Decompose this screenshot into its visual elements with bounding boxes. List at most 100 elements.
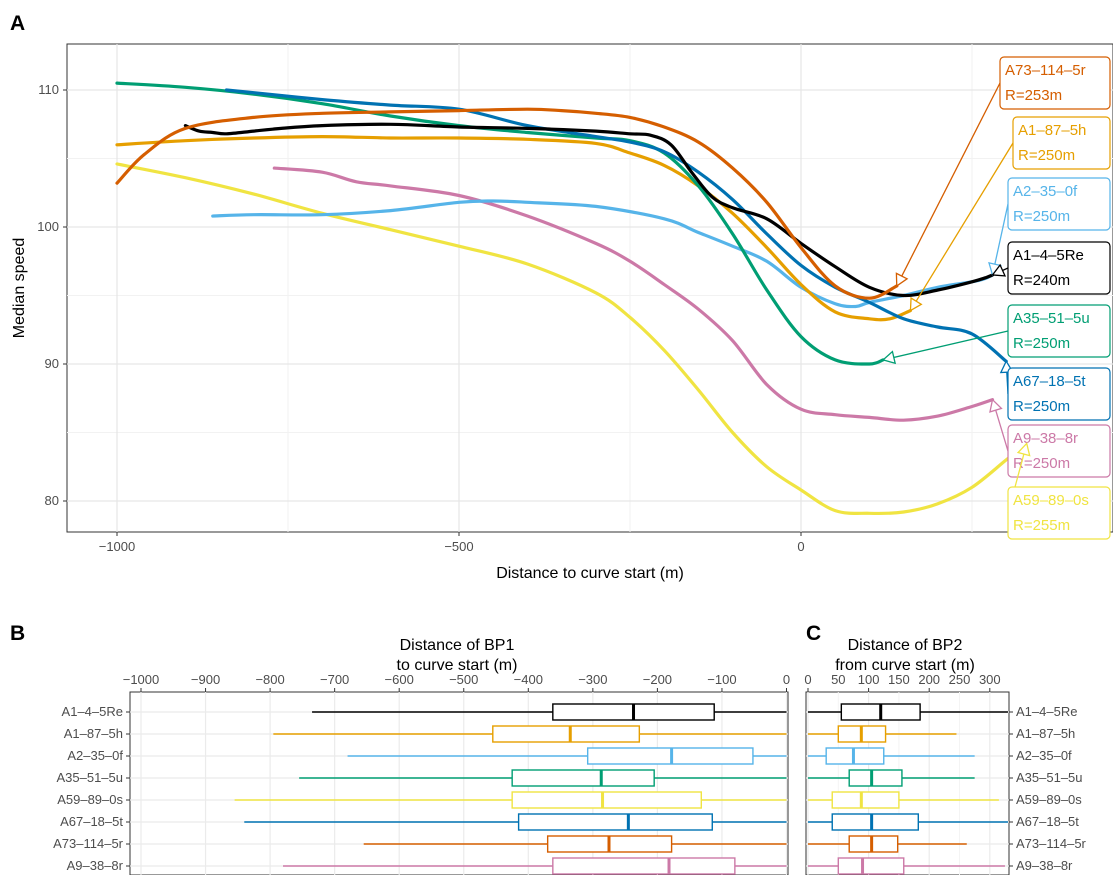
box-top-minor-tick-label: 250 bbox=[949, 672, 971, 687]
panel-c-title-line2: from curve start (m) bbox=[835, 657, 975, 674]
label-name-A59-89-0s: A59–89–0s bbox=[1013, 492, 1089, 509]
label-box-A67-18-5t bbox=[1007, 367, 1111, 421]
panel-a-series-labels: A73–114–5r R=253m A1–87–5h R=250m A2–35–0f R=… bbox=[881, 56, 1111, 540]
box-iqr bbox=[511, 791, 702, 809]
panel-b-category-labels: A1–4–5Re A1–87–5h A2–35–0f A35–51–5u A59–89–… bbox=[53, 704, 130, 873]
panel-c-title-line1: Distance of BP2 bbox=[848, 637, 963, 654]
box-top-tick-label: −300 bbox=[578, 672, 607, 687]
series-line-A1-87-5h bbox=[115, 135, 912, 322]
label-radius-A73-114-5r: R=253m bbox=[1005, 87, 1062, 104]
box-category-label: A1–4–5Re bbox=[62, 704, 123, 719]
box-category-label: A1–4–5Re bbox=[1016, 704, 1077, 719]
label-radius-A2-35-0f: R=250m bbox=[1013, 208, 1070, 225]
panel-a-xlabel: Distance to curve start (m) bbox=[496, 565, 684, 582]
panel-a-line-chart: −1000 −500 0 80 90 100 110 A73–114–5r R=253m A1–… bbox=[11, 43, 1113, 582]
label-arrowhead-A35-51-5u bbox=[881, 350, 897, 365]
label-name-A67-18-5t: A67–18–5t bbox=[1013, 373, 1086, 390]
box-category-label: A59–89–0s bbox=[1016, 792, 1082, 807]
panel-a-x-tick-label: 0 bbox=[797, 539, 804, 554]
series-line-A1-4-5Re bbox=[183, 122, 995, 298]
label-name-A1-4-5Re: A1–4–5Re bbox=[1013, 247, 1084, 264]
box-top-tick-label: −600 bbox=[385, 672, 414, 687]
series-line-A2-35-0f bbox=[211, 199, 995, 309]
box-top-tick-label: −100 bbox=[707, 672, 736, 687]
series-line-A73-114-5r bbox=[115, 107, 899, 300]
box-category-label: A59–89–0s bbox=[57, 792, 123, 807]
label-name-A35-51-5u: A35–51–5u bbox=[1013, 310, 1090, 327]
label-radius-A35-51-5u: R=250m bbox=[1013, 335, 1070, 352]
panel-letter-c: C bbox=[806, 622, 821, 645]
label-radius-A1-87-5h: R=250m bbox=[1018, 147, 1075, 164]
panel-a-x-tick-label: −500 bbox=[444, 539, 473, 554]
panel-a-y-tick-label: 110 bbox=[38, 82, 59, 97]
label-arrow-A35-51-5u bbox=[882, 330, 1009, 361]
box-top-tick-label: 0 bbox=[783, 672, 790, 687]
box-iqr bbox=[517, 813, 713, 831]
box-top-tick-label: −200 bbox=[643, 672, 672, 687]
box-iqr bbox=[831, 791, 900, 809]
box-iqr bbox=[848, 835, 899, 853]
panel-a-ylabel: Median speed bbox=[11, 238, 28, 339]
label-box-A59-89-0s bbox=[1007, 486, 1111, 540]
box-iqr bbox=[831, 813, 919, 831]
label-arrow-A2-35-0f bbox=[991, 203, 1009, 276]
panel-b-boxes bbox=[234, 703, 787, 875]
panel-c-boxplot: Distance of BP2 from curve start (m) 0 10… bbox=[804, 637, 1087, 875]
box-category-label: A2–35–0f bbox=[1016, 748, 1072, 763]
panel-b-boxplot: Distance of BP1 to curve start (m) −1000… bbox=[53, 637, 790, 875]
panel-a-border bbox=[66, 43, 1113, 533]
box-category-label: A67–18–5t bbox=[60, 814, 123, 829]
box-top-minor-tick-label: 150 bbox=[888, 672, 910, 687]
box-iqr bbox=[848, 769, 903, 787]
label-box-A2-35-0f bbox=[1007, 177, 1111, 231]
box-iqr bbox=[837, 857, 905, 875]
box-category-label: A9–38–8r bbox=[67, 858, 124, 873]
label-name-A2-35-0f: A2–35–0f bbox=[1013, 183, 1078, 200]
box-top-tick-label: 300 bbox=[979, 672, 1001, 687]
box-category-label: A67–18–5t bbox=[1016, 814, 1079, 829]
panel-a-ticks: −1000 −500 0 80 90 100 110 bbox=[37, 82, 804, 554]
box-category-label: A73–114–5r bbox=[1016, 836, 1087, 851]
panel-b-title-line2: to curve start (m) bbox=[397, 657, 518, 674]
label-box-A35-51-5u bbox=[1007, 304, 1111, 358]
box-top-tick-label: 200 bbox=[918, 672, 940, 687]
box-category-label: A35–51–5u bbox=[1016, 770, 1083, 785]
label-radius-A59-89-0s: R=255m bbox=[1013, 517, 1070, 534]
box-category-label: A1–87–5h bbox=[64, 726, 123, 741]
box-top-tick-label: −1000 bbox=[123, 672, 160, 687]
label-box-A1-4-5Re bbox=[1007, 241, 1111, 295]
label-radius-A1-4-5Re: R=240m bbox=[1013, 272, 1070, 289]
box-iqr bbox=[552, 857, 736, 875]
label-arrow-A1-87-5h bbox=[909, 142, 1014, 311]
box-iqr bbox=[492, 725, 641, 743]
label-box-A9-38-8r bbox=[1007, 424, 1111, 478]
box-category-label: A73–114–5r bbox=[53, 836, 124, 851]
box-top-tick-label: 100 bbox=[858, 672, 880, 687]
series-line-A9-38-8r bbox=[272, 166, 995, 422]
label-arrowhead-A1-87-5h bbox=[909, 296, 923, 312]
box-category-label: A2–35–0f bbox=[67, 748, 123, 763]
panel-letter-b: B bbox=[10, 622, 25, 645]
box-top-tick-label: −900 bbox=[191, 672, 220, 687]
panel-c-ticks: 0 100 200 300 50 150 250 bbox=[804, 672, 1001, 692]
label-box-A1-87-5h bbox=[1012, 116, 1111, 170]
series-line-A67-18-5t bbox=[224, 88, 1008, 363]
panel-b-ticks: −1000 −900 −800 −700 −600 −500 −400 −300 −200 −10… bbox=[123, 672, 790, 692]
box-top-tick-label: −500 bbox=[449, 672, 478, 687]
label-arrowhead-A73-114-5r bbox=[895, 272, 909, 288]
box-iqr bbox=[825, 747, 885, 765]
panel-letter-a: A bbox=[10, 12, 25, 35]
box-iqr bbox=[511, 769, 655, 787]
label-arrowhead-A59-89-0s bbox=[1016, 442, 1031, 457]
panel-c-category-labels: A1–4–5Re A1–87–5h A2–35–0f A35–51–5u A59–89–… bbox=[1009, 704, 1087, 873]
label-radius-A67-18-5t: R=250m bbox=[1013, 398, 1070, 415]
label-radius-A9-38-8r: R=250m bbox=[1013, 455, 1070, 472]
label-name-A1-87-5h: A1–87–5h bbox=[1018, 122, 1086, 139]
panel-b-title-line1: Distance of BP1 bbox=[400, 637, 515, 654]
panel-a-x-tick-label: −1000 bbox=[99, 539, 136, 554]
box-top-tick-label: −400 bbox=[514, 672, 543, 687]
panel-c-boxes bbox=[808, 703, 1008, 875]
box-top-minor-tick-label: 50 bbox=[831, 672, 845, 687]
panel-a-y-tick-label: 80 bbox=[45, 493, 59, 508]
